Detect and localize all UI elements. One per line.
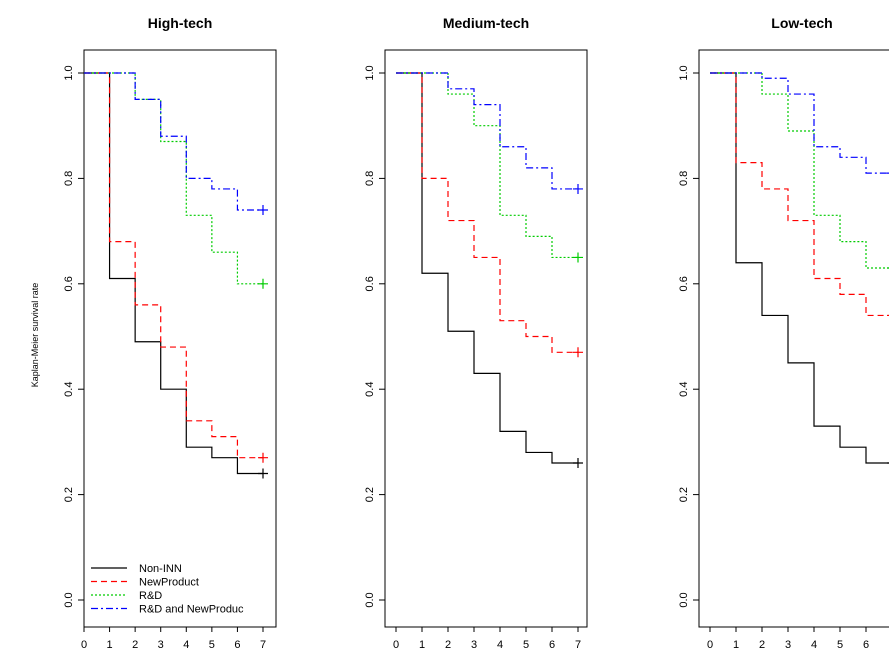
y-tick-label: 0.0	[63, 592, 75, 607]
y-tick-label: 0.2	[678, 487, 690, 502]
y-tick-label: 0.2	[63, 487, 75, 502]
legend-label: R&D and NewProduc	[139, 604, 244, 616]
censor-mark	[258, 278, 268, 289]
y-tick-label: 1.0	[364, 65, 376, 80]
series-line-r-d	[84, 72, 263, 285]
x-tick-label: 7	[260, 639, 266, 651]
censor-mark	[258, 205, 268, 216]
legend-label: NewProduct	[139, 577, 199, 589]
series-line-newproduct	[396, 72, 578, 353]
series-line-newproduct	[710, 72, 889, 317]
plot-frame	[83, 49, 277, 628]
x-tick-label: 5	[523, 639, 529, 651]
plot-frame	[384, 49, 588, 628]
series-line-r-d	[396, 72, 578, 259]
panel-1: High-tech 0.0 0.2 0.4 0.6 0.8 1.0 0 1 2 3 4 5 6 7 Non-I…	[63, 15, 277, 651]
x-tick-label: 5	[837, 639, 843, 651]
y-tick-label: 1.0	[63, 65, 75, 80]
series-line-non-inn	[396, 72, 578, 464]
y-tick-label: 0.6	[678, 276, 690, 291]
y-tick-label: 1.0	[678, 65, 690, 80]
series-line-r-d-and-newproduc	[396, 72, 578, 190]
y-tick-label: 0.6	[364, 276, 376, 291]
x-tick-label: 2	[445, 639, 451, 651]
censor-mark	[258, 468, 268, 479]
x-tick-label: 2	[759, 639, 765, 651]
series-line-r-d	[710, 72, 889, 269]
x-tick-label: 0	[81, 639, 87, 651]
censor-mark	[573, 457, 583, 468]
series-line-r-d-and-newproduc	[710, 72, 889, 174]
x-tick-label: 4	[183, 639, 189, 651]
y-tick-label: 0.2	[364, 487, 376, 502]
x-tick-label: 5	[209, 639, 215, 651]
x-tick-label: 4	[811, 639, 817, 651]
legend-label: R&D	[139, 590, 162, 602]
x-tick-label: 3	[785, 639, 791, 651]
censor-mark	[573, 252, 583, 263]
y-tick-label: 0.4	[364, 382, 376, 397]
y-tick-label: 0.4	[63, 382, 75, 397]
censor-mark	[258, 452, 268, 463]
y-tick-label: 0.0	[678, 592, 690, 607]
panel-2: Medium-tech 0.0 0.2 0.4 0.6 0.8 1.0 0 1 2 3 4 5 6 7	[364, 15, 588, 651]
figure-y-axis-label: Kaplan-Meier survival rate	[30, 283, 40, 388]
y-tick-label: 0.8	[678, 171, 690, 186]
panel-title: Low-tech	[771, 15, 832, 31]
censor-mark	[573, 347, 583, 358]
x-tick-label: 6	[863, 639, 869, 651]
plot-area	[396, 72, 583, 468]
x-tick-label: 6	[549, 639, 555, 651]
x-tick-label: 4	[497, 639, 503, 651]
y-tick-label: 0.8	[364, 171, 376, 186]
y-tick-label: 0.4	[678, 382, 690, 397]
panel-title: High-tech	[148, 15, 213, 31]
x-tick-label: 1	[107, 639, 113, 651]
series-line-non-inn	[84, 72, 263, 475]
x-tick-label: 6	[234, 639, 240, 651]
series-line-newproduct	[84, 72, 263, 459]
x-tick-label: 3	[158, 639, 164, 651]
series-line-non-inn	[710, 72, 889, 464]
plot-area	[710, 72, 889, 464]
series-line-r-d-and-newproduc	[84, 72, 263, 211]
x-tick-label: 2	[132, 639, 138, 651]
y-tick-label: 0.0	[364, 592, 376, 607]
x-tick-label: 0	[707, 639, 713, 651]
x-tick-label: 1	[733, 639, 739, 651]
legend-label: Non-INN	[139, 563, 182, 575]
panel-title: Medium-tech	[443, 15, 529, 31]
censor-mark	[573, 183, 583, 194]
y-tick-label: 0.8	[63, 171, 75, 186]
x-tick-label: 0	[393, 639, 399, 651]
plot-area	[84, 72, 268, 479]
x-tick-label: 1	[419, 639, 425, 651]
plot-frame	[698, 49, 889, 628]
x-tick-label: 7	[575, 639, 581, 651]
y-tick-label: 0.6	[63, 276, 75, 291]
x-tick-label: 3	[471, 639, 477, 651]
